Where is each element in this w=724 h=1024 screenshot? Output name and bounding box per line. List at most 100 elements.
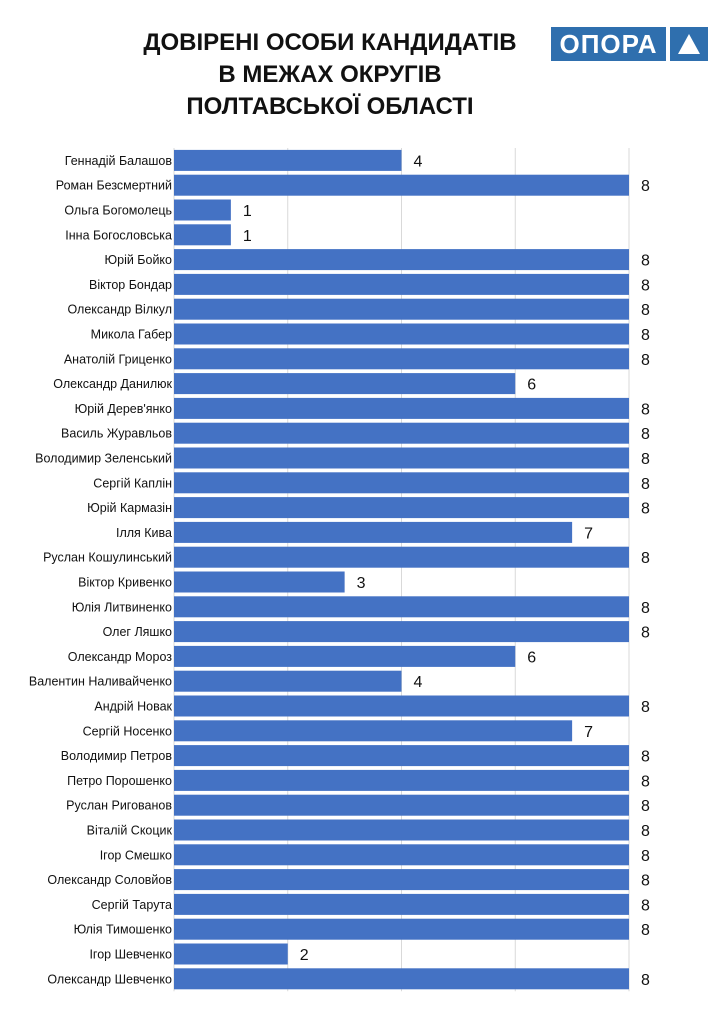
bar	[174, 323, 629, 345]
data-label: 8	[641, 327, 650, 344]
category-label: Юрій Дерев'янко	[75, 402, 172, 416]
title-line-1: ДОВІРЕНІ ОСОБИ КАНДИДАТІВ	[143, 29, 517, 56]
category-label: Юрій Бойко	[104, 253, 172, 267]
category-label: Руслан Ригованов	[66, 799, 172, 813]
bar	[174, 546, 629, 568]
data-label: 8	[641, 773, 650, 790]
bar	[174, 298, 629, 320]
category-label: Олександр Шевченко	[47, 972, 172, 986]
logo-text: ОПОРА	[551, 27, 666, 61]
bar	[174, 695, 629, 717]
data-label: 8	[641, 178, 650, 195]
data-label: 8	[641, 823, 650, 840]
category-label: Микола Габер	[91, 328, 172, 342]
category-label: Віталій Скоцик	[87, 824, 173, 838]
category-label: Валентин Наливайченко	[29, 675, 172, 689]
category-label: Ігор Смешко	[100, 848, 172, 862]
bar	[174, 596, 629, 618]
category-label: Віктор Бондар	[89, 278, 172, 292]
category-label: Юлія Тимошенко	[74, 923, 172, 937]
bar	[174, 968, 629, 990]
data-label: 8	[641, 798, 650, 815]
category-label: Василь Журавльов	[61, 427, 172, 441]
data-label: 8	[641, 600, 650, 617]
category-label: Анатолій Гриценко	[64, 352, 172, 366]
bar	[174, 645, 516, 667]
bar	[174, 621, 629, 643]
data-label: 8	[641, 897, 650, 914]
data-label: 6	[527, 377, 536, 394]
category-label: Ольга Богомолець	[64, 204, 172, 218]
bar	[174, 571, 345, 593]
data-label: 1	[243, 203, 252, 220]
bar	[174, 273, 629, 295]
data-label: 3	[357, 575, 366, 592]
category-label: Юлія Литвиненко	[72, 600, 172, 614]
bar	[174, 447, 629, 469]
category-label: Володимир Зеленський	[35, 452, 172, 466]
bar	[174, 670, 402, 692]
category-label: Володимир Петров	[61, 749, 173, 763]
bar	[174, 943, 288, 965]
data-label: 7	[584, 525, 593, 542]
data-label: 8	[641, 401, 650, 418]
data-label: 8	[641, 352, 650, 369]
category-label: Олександр Мороз	[68, 650, 173, 664]
category-label: Юрій Кармазін	[87, 501, 172, 515]
bar	[174, 249, 629, 271]
bar	[174, 745, 629, 767]
bar	[174, 521, 573, 543]
category-label: Андрій Новак	[94, 700, 172, 714]
data-label: 8	[641, 922, 650, 939]
bar	[174, 893, 629, 915]
category-label: Роман Безсмертний	[56, 179, 172, 193]
data-label: 2	[300, 947, 309, 964]
data-label: 7	[584, 724, 593, 741]
title-line-2: В МЕЖАХ ОКРУГІВ	[218, 61, 442, 88]
category-label: Геннадій Балашов	[65, 154, 173, 168]
bar	[174, 422, 629, 444]
bar	[174, 348, 629, 370]
bar	[174, 869, 629, 891]
bar	[174, 149, 402, 171]
data-label: 8	[641, 501, 650, 518]
category-label: Ігор Шевченко	[89, 948, 172, 962]
category-label: Сергій Носенко	[83, 724, 172, 738]
bar	[174, 174, 629, 196]
category-label: Ілля Кива	[116, 526, 172, 540]
bar	[174, 794, 629, 816]
data-label: 8	[641, 550, 650, 567]
data-label: 8	[641, 749, 650, 766]
category-label: Петро Порошенко	[67, 774, 172, 788]
category-label: Олександр Вілкул	[67, 303, 172, 317]
category-label: Сергій Тарута	[92, 898, 172, 912]
data-label: 8	[641, 625, 650, 642]
bar	[174, 769, 629, 791]
data-label: 6	[527, 649, 536, 666]
bar	[174, 373, 516, 395]
data-label: 4	[414, 153, 423, 170]
data-label: 8	[641, 277, 650, 294]
category-label: Сергій Каплін	[93, 476, 172, 490]
bar	[174, 472, 629, 494]
title-line-3: ПОЛТАВСЬКОЇ ОБЛАСТІ	[186, 93, 474, 120]
data-label: 8	[641, 476, 650, 493]
data-label: 8	[641, 848, 650, 865]
bar	[174, 819, 629, 841]
bar	[174, 497, 629, 519]
bar	[174, 720, 573, 742]
logo-triangle-icon	[670, 27, 708, 61]
category-label: Олег Ляшко	[103, 625, 172, 639]
data-label: 1	[243, 228, 252, 245]
data-label: 8	[641, 426, 650, 443]
data-label: 8	[641, 302, 650, 319]
data-label: 8	[641, 253, 650, 270]
bar	[174, 224, 231, 246]
bar	[174, 397, 629, 419]
bar	[174, 918, 629, 940]
category-label: Руслан Кошулинський	[43, 551, 172, 565]
data-label: 4	[414, 674, 423, 691]
data-label: 8	[641, 972, 650, 989]
category-label: Олександр Данилюк	[53, 377, 172, 391]
